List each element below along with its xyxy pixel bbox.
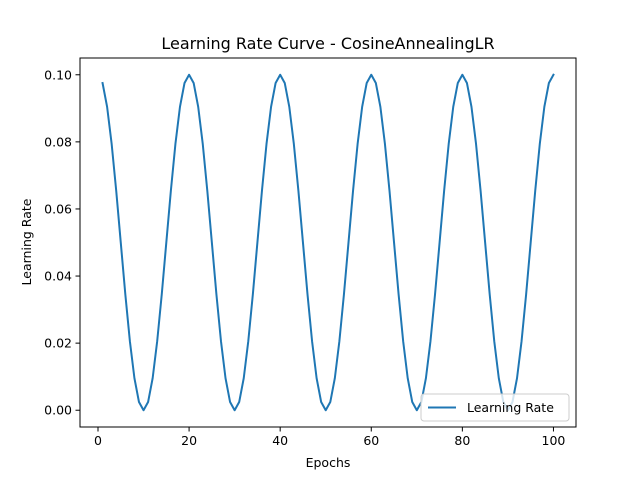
- x-tick-label: 20: [181, 433, 197, 448]
- x-tick-label: 80: [454, 433, 470, 448]
- y-tick-label: 0.08: [44, 134, 72, 149]
- y-axis-label: Learning Rate: [19, 198, 34, 285]
- legend: Learning Rate: [420, 393, 570, 422]
- legend-label: Learning Rate: [467, 400, 554, 415]
- y-tick-label: 0.06: [44, 201, 72, 216]
- y-tick-label: 0.04: [44, 269, 72, 284]
- x-tick-label: 100: [542, 433, 566, 448]
- y-tick-label: 0.10: [44, 67, 72, 82]
- plot-area-frame: [79, 57, 577, 428]
- chart-title: Learning Rate Curve - CosineAnnealingLR: [161, 34, 494, 53]
- series-layer: [101, 73, 555, 412]
- series-line-learning-rate: [101, 73, 555, 412]
- y-tick-label: 0.02: [44, 336, 72, 351]
- x-tick-label: 60: [363, 433, 379, 448]
- y-tick-label: 0.00: [44, 403, 72, 418]
- x-axis-label: Epochs: [306, 455, 351, 470]
- x-tick-label: 0: [94, 433, 102, 448]
- y-axis: 0.00 0.02 0.04 0.06 0.08 0.10: [44, 67, 80, 418]
- x-axis: 0 20 40 60 80 100: [94, 427, 565, 448]
- legend-box: [420, 393, 570, 422]
- x-tick-label: 40: [272, 433, 288, 448]
